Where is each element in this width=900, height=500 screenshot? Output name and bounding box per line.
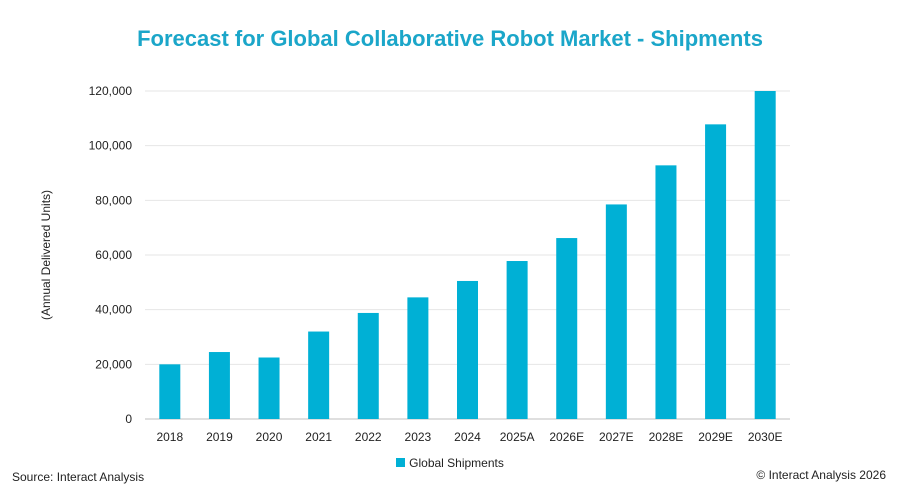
y-axis-ticks: 0 20,000 40,000 60,000 80,000 100,000 120,000: [89, 84, 133, 426]
source-note: Source: Interact Analysis: [12, 470, 145, 484]
x-tick-label: 2027E: [599, 430, 634, 444]
x-tick-label: 2028E: [649, 430, 684, 444]
bar-2029E: [705, 124, 727, 419]
legend-label: Global Shipments: [409, 456, 504, 470]
y-axis-label: (Annual Delivered Units): [39, 190, 53, 320]
x-tick-label: 2024: [454, 430, 481, 444]
y-tick-label: 20,000: [95, 357, 132, 371]
x-tick-label: 2023: [405, 430, 432, 444]
legend-swatch: [396, 458, 406, 467]
bar-2018: [159, 364, 181, 419]
copyright-note: © Interact Analysis 2026: [756, 468, 886, 482]
x-tick-label: 2030E: [748, 430, 783, 444]
bar-2019: [208, 352, 230, 419]
bar-2028E: [655, 165, 677, 419]
x-tick-label: 2025A: [500, 430, 535, 444]
y-tick-label: 120,000: [89, 84, 133, 98]
x-tick-label: 2026E: [549, 430, 584, 444]
bar-2021: [308, 331, 330, 419]
bar-2027E: [605, 204, 627, 419]
chart-title: Forecast for Global Collaborative Robot …: [137, 26, 763, 51]
bar-2020: [258, 357, 280, 419]
x-tick-label: 2029E: [698, 430, 733, 444]
bar-2026E: [556, 238, 578, 419]
bar-2030E: [754, 91, 776, 419]
legend: Global Shipments: [0, 456, 900, 470]
y-tick-label: 60,000: [95, 248, 132, 262]
x-tick-label: 2021: [305, 430, 332, 444]
y-tick-label: 0: [125, 412, 132, 426]
x-tick-label: 2018: [156, 430, 183, 444]
x-tick-label: 2020: [256, 430, 283, 444]
x-tick-label: 2022: [355, 430, 382, 444]
bar-2025A: [506, 261, 528, 419]
bar-2023: [407, 297, 429, 419]
y-tick-label: 100,000: [89, 139, 133, 153]
bar-2024: [457, 280, 478, 419]
bar-2022: [357, 312, 379, 419]
x-axis-ticks: 2018 2019 2020 2021 2022 2023 2024 2025A 2026E 20…: [156, 430, 782, 444]
bars: [159, 91, 776, 419]
x-tick-label: 2019: [206, 430, 233, 444]
y-tick-label: 40,000: [95, 303, 132, 317]
y-tick-label: 80,000: [95, 193, 132, 207]
